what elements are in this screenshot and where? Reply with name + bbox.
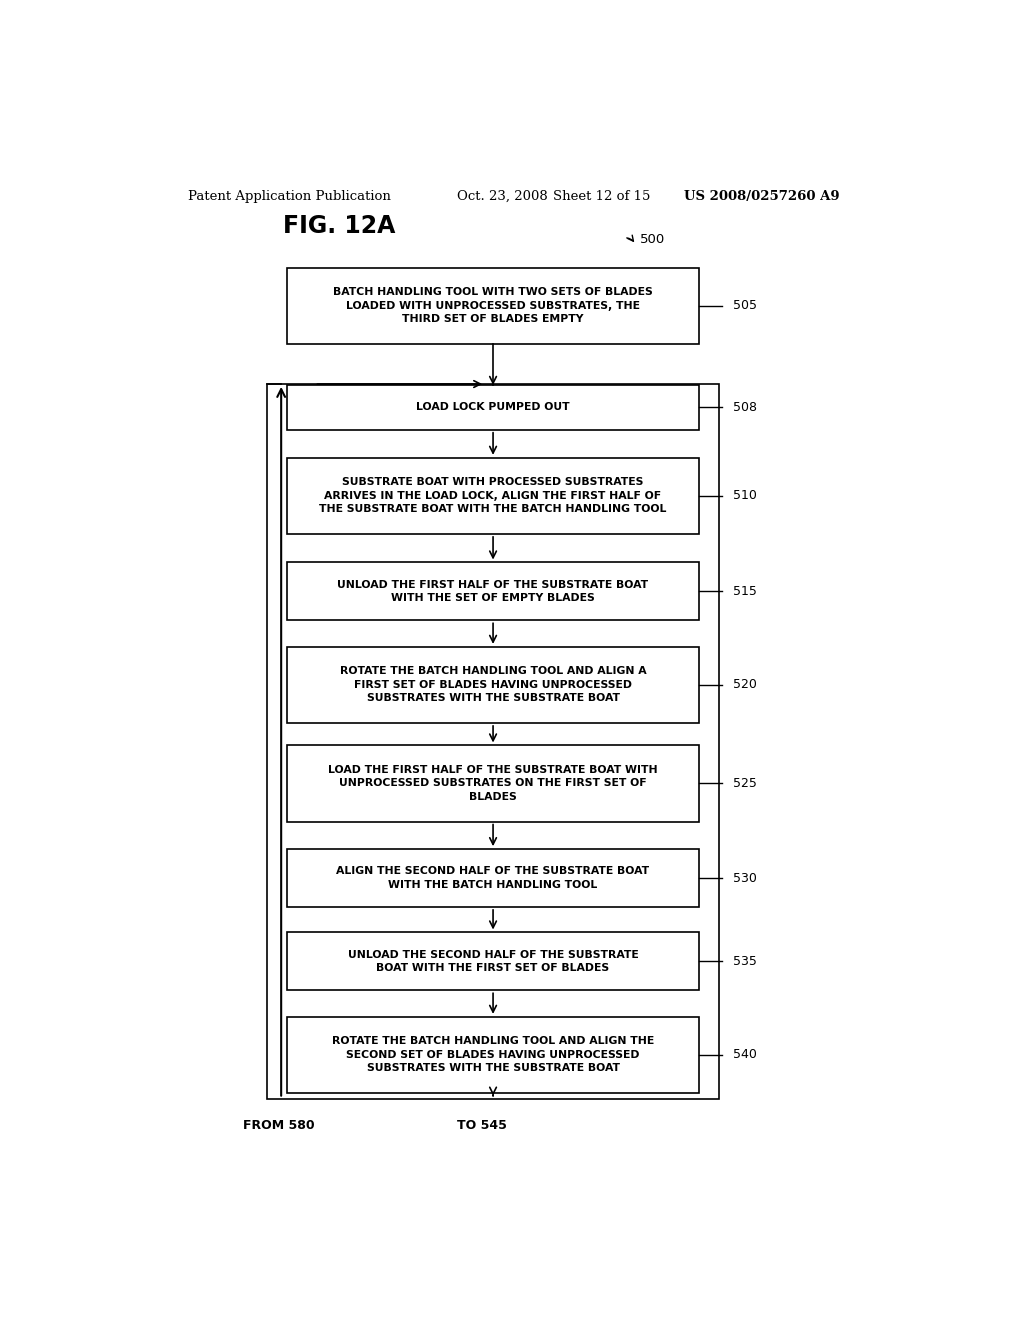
Text: UNLOAD THE FIRST HALF OF THE SUBSTRATE BOAT
WITH THE SET OF EMPTY BLADES: UNLOAD THE FIRST HALF OF THE SUBSTRATE B… [338, 579, 648, 603]
Text: 505: 505 [733, 300, 757, 313]
Text: UNLOAD THE SECOND HALF OF THE SUBSTRATE
BOAT WITH THE FIRST SET OF BLADES: UNLOAD THE SECOND HALF OF THE SUBSTRATE … [348, 949, 638, 973]
Text: 510: 510 [733, 490, 757, 503]
Text: FIG. 12A: FIG. 12A [283, 214, 395, 239]
Text: LOAD THE FIRST HALF OF THE SUBSTRATE BOAT WITH
UNPROCESSED SUBSTRATES ON THE FIR: LOAD THE FIRST HALF OF THE SUBSTRATE BOA… [329, 764, 657, 803]
Text: FROM 580: FROM 580 [243, 1119, 314, 1131]
Text: Sheet 12 of 15: Sheet 12 of 15 [553, 190, 650, 203]
Text: ALIGN THE SECOND HALF OF THE SUBSTRATE BOAT
WITH THE BATCH HANDLING TOOL: ALIGN THE SECOND HALF OF THE SUBSTRATE B… [337, 866, 649, 890]
Text: US 2008/0257260 A9: US 2008/0257260 A9 [684, 190, 839, 203]
Text: BATCH HANDLING TOOL WITH TWO SETS OF BLADES
LOADED WITH UNPROCESSED SUBSTRATES, : BATCH HANDLING TOOL WITH TWO SETS OF BLA… [333, 288, 653, 325]
Text: Patent Application Publication: Patent Application Publication [187, 190, 390, 203]
Text: TO 545: TO 545 [458, 1119, 507, 1131]
Text: 508: 508 [733, 401, 757, 414]
Text: 535: 535 [733, 954, 757, 968]
Text: 515: 515 [733, 585, 757, 598]
Bar [287, 458, 699, 535]
Text: 525: 525 [733, 777, 757, 789]
Bar [287, 1016, 699, 1093]
Text: LOAD LOCK PUMPED OUT: LOAD LOCK PUMPED OUT [416, 403, 570, 412]
Text: SUBSTRATE BOAT WITH PROCESSED SUBSTRATES
ARRIVES IN THE LOAD LOCK, ALIGN THE FIR: SUBSTRATE BOAT WITH PROCESSED SUBSTRATES… [319, 478, 667, 515]
Text: Oct. 23, 2008: Oct. 23, 2008 [458, 190, 548, 203]
Bar [267, 384, 719, 1098]
Bar [287, 746, 699, 821]
Bar [287, 562, 699, 620]
Bar [287, 647, 699, 723]
Bar [287, 268, 699, 345]
Text: 540: 540 [733, 1048, 757, 1061]
Text: ROTATE THE BATCH HANDLING TOOL AND ALIGN A
FIRST SET OF BLADES HAVING UNPROCESSE: ROTATE THE BATCH HANDLING TOOL AND ALIGN… [340, 667, 646, 704]
Text: 500: 500 [640, 234, 666, 247]
Text: 530: 530 [733, 871, 757, 884]
Text: 520: 520 [733, 678, 757, 692]
Bar [287, 385, 699, 430]
Bar [287, 932, 699, 990]
Bar [287, 849, 699, 907]
Text: ROTATE THE BATCH HANDLING TOOL AND ALIGN THE
SECOND SET OF BLADES HAVING UNPROCE: ROTATE THE BATCH HANDLING TOOL AND ALIGN… [332, 1036, 654, 1073]
